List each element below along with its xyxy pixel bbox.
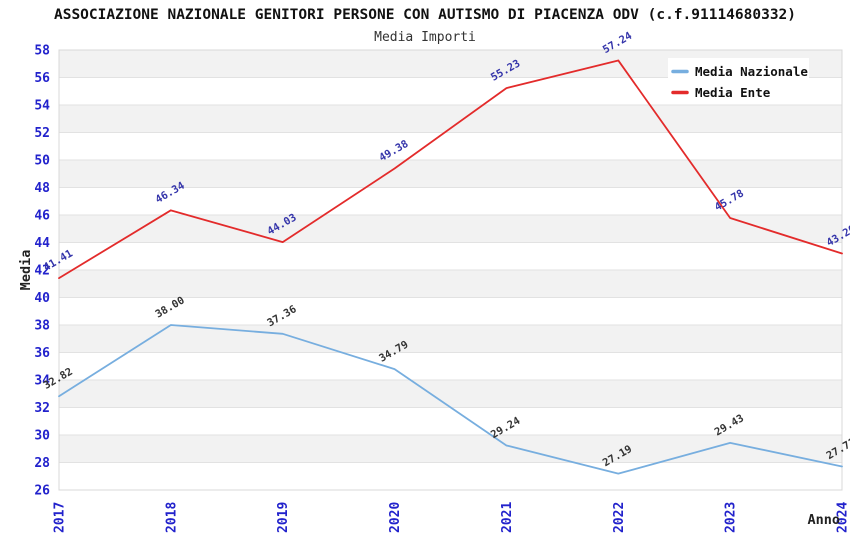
x-tick-label: 2020 bbox=[388, 502, 403, 533]
plot-stripe bbox=[59, 215, 842, 243]
y-tick-label: 40 bbox=[34, 291, 50, 306]
x-tick-label: 2023 bbox=[724, 502, 739, 533]
legend-label-media-ente: Media Ente bbox=[695, 85, 771, 100]
y-tick-label: 46 bbox=[34, 209, 50, 224]
y-tick-label: 50 bbox=[34, 154, 50, 169]
y-tick-label: 36 bbox=[34, 346, 50, 361]
y-tick-label: 52 bbox=[34, 126, 50, 141]
point-label-media-nazionale: 38.00 bbox=[153, 294, 186, 320]
y-axis-label: Media bbox=[18, 250, 34, 291]
y-tick-label: 32 bbox=[34, 401, 50, 416]
series-line-media-nazionale bbox=[58, 324, 843, 475]
y-tick-label: 38 bbox=[34, 319, 50, 334]
y-tick-label: 34 bbox=[34, 374, 50, 389]
legend-item-media-ente: Media Ente bbox=[671, 85, 771, 100]
point-label-media-ente: 45.78 bbox=[713, 187, 746, 213]
y-tick-label: 56 bbox=[34, 71, 50, 86]
y-tick-label: 44 bbox=[34, 236, 50, 251]
y-tick-label: 58 bbox=[34, 44, 50, 59]
legend-label-media-nazionale: Media Nazionale bbox=[695, 64, 808, 79]
y-tick-label: 30 bbox=[34, 429, 50, 444]
plot-stripe bbox=[59, 325, 842, 353]
y-tick-label: 54 bbox=[34, 99, 50, 114]
y-tick-label: 28 bbox=[34, 456, 50, 471]
legend: Media Nazionale Media Ente bbox=[668, 58, 809, 100]
plot-stripe bbox=[59, 270, 842, 298]
plot-area: 26 28 30 32 34 36 38 40 42 44 46 48 50 52 54 56 58 2017 20… bbox=[34, 30, 850, 533]
y-tick-label: 26 bbox=[34, 484, 50, 499]
page-title: ASSOCIAZIONE NAZIONALE GENITORI PERSONE … bbox=[54, 7, 796, 23]
plot-stripe bbox=[59, 380, 842, 408]
x-tick-label: 2019 bbox=[276, 502, 291, 533]
chart-subtitle: Media Importi bbox=[374, 30, 476, 45]
x-tick-label: 2018 bbox=[164, 502, 179, 533]
x-axis-label: Anno bbox=[807, 512, 840, 528]
plot-stripe bbox=[59, 160, 842, 188]
x-tick-label: 2022 bbox=[612, 502, 627, 533]
legend-item-media-nazionale: Media Nazionale bbox=[671, 64, 808, 79]
y-tick-label: 48 bbox=[34, 181, 50, 196]
legend-box bbox=[668, 58, 809, 100]
x-tick-label: 2021 bbox=[500, 502, 515, 533]
x-tick-label: 2024 bbox=[836, 502, 850, 533]
x-tick-label: 2017 bbox=[53, 502, 68, 533]
y-tick-label: 42 bbox=[34, 264, 50, 279]
plot-stripe bbox=[59, 435, 842, 463]
plot-border bbox=[58, 49, 843, 491]
series-line-media-ente bbox=[58, 59, 843, 280]
